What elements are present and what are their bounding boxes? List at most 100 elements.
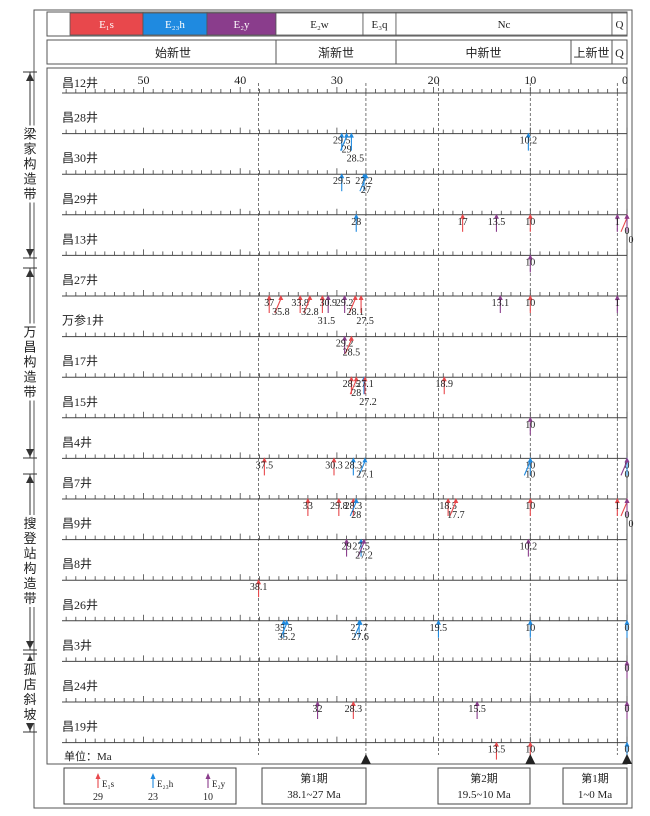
- formation-label: Nc: [498, 19, 511, 31]
- zone-label: 梁家构造带: [23, 127, 36, 202]
- event-age-label: 15.5: [468, 704, 486, 715]
- event-age-label: 13.5: [488, 217, 506, 228]
- tick-label: 40: [234, 73, 246, 87]
- formation-label: E₂y: [233, 19, 250, 31]
- zone-arrow-up: [26, 73, 34, 81]
- event-age-label: 29.2: [336, 298, 354, 309]
- event-arrowhead: [344, 132, 350, 138]
- charging-event: 18.5: [439, 498, 457, 516]
- charging-event: 27.6: [351, 619, 369, 643]
- charging-event: 15.5: [468, 701, 486, 719]
- event-arrow-shaft: [349, 379, 357, 395]
- event-arrowhead: [525, 132, 531, 138]
- event-arrow-shaft: [303, 298, 311, 314]
- period-box-frame: [261, 767, 367, 805]
- charging-event: 0: [620, 457, 630, 480]
- charging-event: 30.3: [325, 457, 343, 476]
- well-label: 昌7井: [62, 476, 92, 490]
- event-age-label: 27.1: [356, 379, 374, 390]
- event-arrowhead: [525, 538, 531, 544]
- event-arrowhead: [353, 498, 359, 503]
- event-age-label: 33.8: [291, 298, 309, 309]
- event-age-label: 0: [625, 623, 630, 634]
- event-age-label: 27.7: [350, 623, 368, 634]
- event-age-label: 27.6: [351, 632, 369, 643]
- charging-event: 10: [525, 498, 535, 516]
- event-age-label: 10: [525, 623, 535, 634]
- well-label: 昌13井: [62, 232, 98, 246]
- period-range: 1~0 Ma: [578, 789, 612, 801]
- charging-event: 29: [342, 538, 352, 557]
- well-label: 昌19井: [62, 720, 98, 734]
- event-arrowhead: [453, 498, 459, 503]
- event-arrowhead: [493, 213, 499, 219]
- formation-label: Q: [616, 19, 624, 31]
- period-box-frame: [562, 767, 628, 805]
- well-label: 昌12井: [62, 76, 98, 90]
- event-age-label: 18.5: [439, 501, 457, 512]
- epoch-label: 中新世: [465, 45, 501, 60]
- event-age-label: 10: [525, 217, 535, 228]
- tick-label: 10: [524, 73, 536, 87]
- event-arrowhead: [527, 416, 533, 422]
- event-age-label: 1: [615, 298, 620, 309]
- well-label: 昌9井: [62, 517, 92, 531]
- well-label: 昌24井: [62, 679, 98, 693]
- charging-event: 28.1: [347, 295, 364, 318]
- event-age-label: 13.5: [488, 745, 506, 756]
- event-arrowhead: [624, 619, 630, 625]
- event-age-label: 27.5: [356, 316, 374, 327]
- charging-event: 28.3: [345, 457, 362, 476]
- legend-item: E₁s 29: [93, 773, 115, 803]
- event-arrow-shaft: [620, 217, 628, 233]
- event-age-label: 27.2: [355, 551, 373, 562]
- event-arrowhead: [358, 295, 364, 300]
- charging-event: 29.2: [336, 335, 353, 354]
- charging-event: 32: [313, 701, 323, 719]
- period-boundary-triangle: [525, 754, 536, 764]
- event-arrow-shaft: [523, 461, 531, 476]
- event-arrowhead: [348, 132, 354, 138]
- event-age-label: 10.2: [520, 136, 538, 147]
- event-arrowhead: [624, 498, 630, 503]
- event-arrowhead: [348, 335, 354, 341]
- event-arrowhead: [350, 457, 356, 463]
- event-arrow-shaft: [357, 542, 365, 557]
- zone-label-bg: [22, 515, 38, 607]
- event-arrowhead: [445, 498, 451, 503]
- event-arrowhead: [363, 173, 369, 179]
- event-age-label: 27: [361, 185, 371, 196]
- event-arrowhead: [297, 295, 303, 300]
- zone-arrow-down: [26, 723, 34, 731]
- event-arrow-shaft: [353, 623, 361, 639]
- event-arrowhead: [441, 376, 447, 382]
- charging-event: 10: [523, 457, 535, 480]
- event-arrowhead: [435, 619, 441, 625]
- period-boundary-triangle: [622, 754, 632, 764]
- event-arrowhead: [474, 701, 480, 706]
- formation-label: E₃q: [371, 19, 388, 31]
- formation-label: E₂w: [310, 19, 329, 31]
- charging-event: 30.9: [319, 295, 337, 313]
- formation-label: E₂₃h: [165, 19, 185, 31]
- event-arrowhead: [319, 295, 325, 300]
- event-age-label: 0: [625, 704, 630, 715]
- event-age-label: 1: [615, 217, 620, 228]
- event-age-label: 28.5: [343, 379, 361, 390]
- legend-arrowhead: [205, 773, 211, 779]
- event-arrowhead: [339, 132, 345, 138]
- event-arrowhead: [527, 498, 533, 503]
- event-age-label: 1: [615, 501, 620, 512]
- event-age-label: 38.1: [250, 582, 268, 593]
- well-label: 昌3井: [62, 638, 92, 652]
- charging-event: 10: [525, 213, 535, 232]
- zone-arrow-up: [26, 475, 34, 483]
- charging-event: 29.8: [330, 498, 348, 516]
- charging-event: 29: [340, 132, 352, 156]
- event-age-label: 0: [625, 460, 630, 471]
- tick-label: 0: [622, 73, 628, 87]
- event-age-label: 37.5: [256, 460, 274, 471]
- legend-arrowhead: [95, 773, 101, 779]
- charging-event: 0: [624, 660, 630, 679]
